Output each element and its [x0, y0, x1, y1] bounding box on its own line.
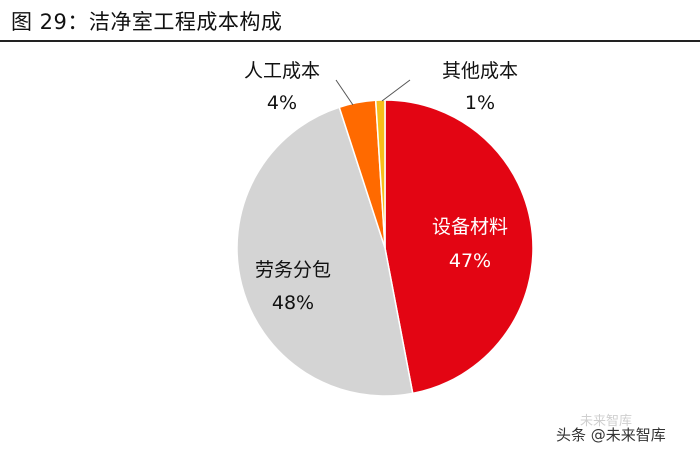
title-rule — [0, 40, 700, 42]
pie-slices — [236, 99, 534, 397]
leader-line — [381, 79, 411, 102]
pie-slice — [384, 99, 534, 395]
slice-percent-label: 47% — [449, 250, 491, 272]
leader-line — [335, 79, 354, 106]
watermark: 头条 @未来智库 — [556, 426, 666, 444]
pie-slice — [236, 106, 414, 397]
pie-slice — [374, 99, 386, 249]
figure-title: 图 29：洁净室工程成本构成 — [11, 10, 283, 34]
slice-percent-label: 1% — [465, 92, 495, 114]
leader-lines — [335, 79, 411, 106]
slice-name-label: 劳务分包 — [255, 259, 331, 281]
slice-labels: 设备材料 47% 劳务分包 48% 人工成本 4% 其他成本 1% — [244, 60, 518, 314]
slice-name-label: 其他成本 — [442, 60, 518, 82]
watermark-faint: 未来智库 — [580, 414, 633, 429]
slice-percent-label: 48% — [272, 292, 314, 314]
slice-name-label: 人工成本 — [244, 60, 320, 82]
slice-name-label: 设备材料 — [432, 216, 508, 238]
slice-percent-label: 4% — [267, 92, 297, 114]
